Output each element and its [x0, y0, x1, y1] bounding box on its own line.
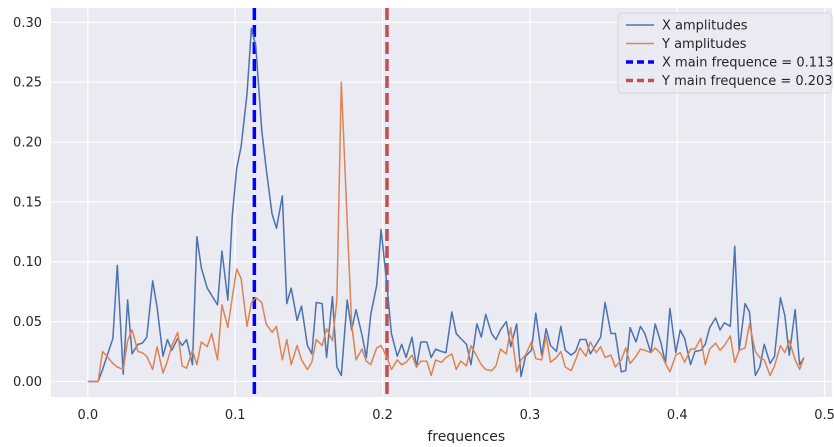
legend-box [617, 12, 833, 94]
x-tick-label: 0.4 [667, 408, 688, 423]
x-tick-label: 0.5 [814, 408, 834, 423]
x-axis-ticks: 0.0 0.1 0.2 0.3 0.4 0.5 [77, 408, 834, 423]
y-axis-ticks: 0.00 0.05 0.10 0.15 0.20 0.25 0.30 [13, 16, 42, 390]
legend-label: X main frequence = 0.113 [662, 56, 834, 71]
legend: X amplitudes Y amplitudes X main frequence… [617, 12, 834, 94]
x-tick-label: 0.0 [77, 408, 98, 423]
series-line-0 [87, 27, 805, 383]
legend-label: Y amplitudes [661, 37, 747, 52]
grid-lines [51, 8, 832, 397]
x-tick-label: 0.1 [225, 408, 246, 423]
y-tick-label: 0.05 [13, 315, 42, 330]
y-tick-label: 0.15 [13, 195, 42, 210]
legend-label: Y main frequence = 0.203 [661, 74, 833, 89]
series-line-1 [87, 81, 805, 383]
y-tick-label: 0.30 [13, 16, 42, 31]
y-tick-label: 0.00 [13, 375, 42, 390]
y-tick-label: 0.25 [13, 76, 42, 91]
series-layer [87, 8, 805, 397]
x-tick-label: 0.3 [520, 408, 541, 423]
x-tick-label: 0.2 [372, 408, 393, 423]
x-axis-label: frequences [427, 429, 505, 443]
legend-label: X amplitudes [662, 19, 748, 34]
y-tick-label: 0.20 [13, 136, 42, 151]
y-tick-label: 0.10 [13, 255, 42, 270]
